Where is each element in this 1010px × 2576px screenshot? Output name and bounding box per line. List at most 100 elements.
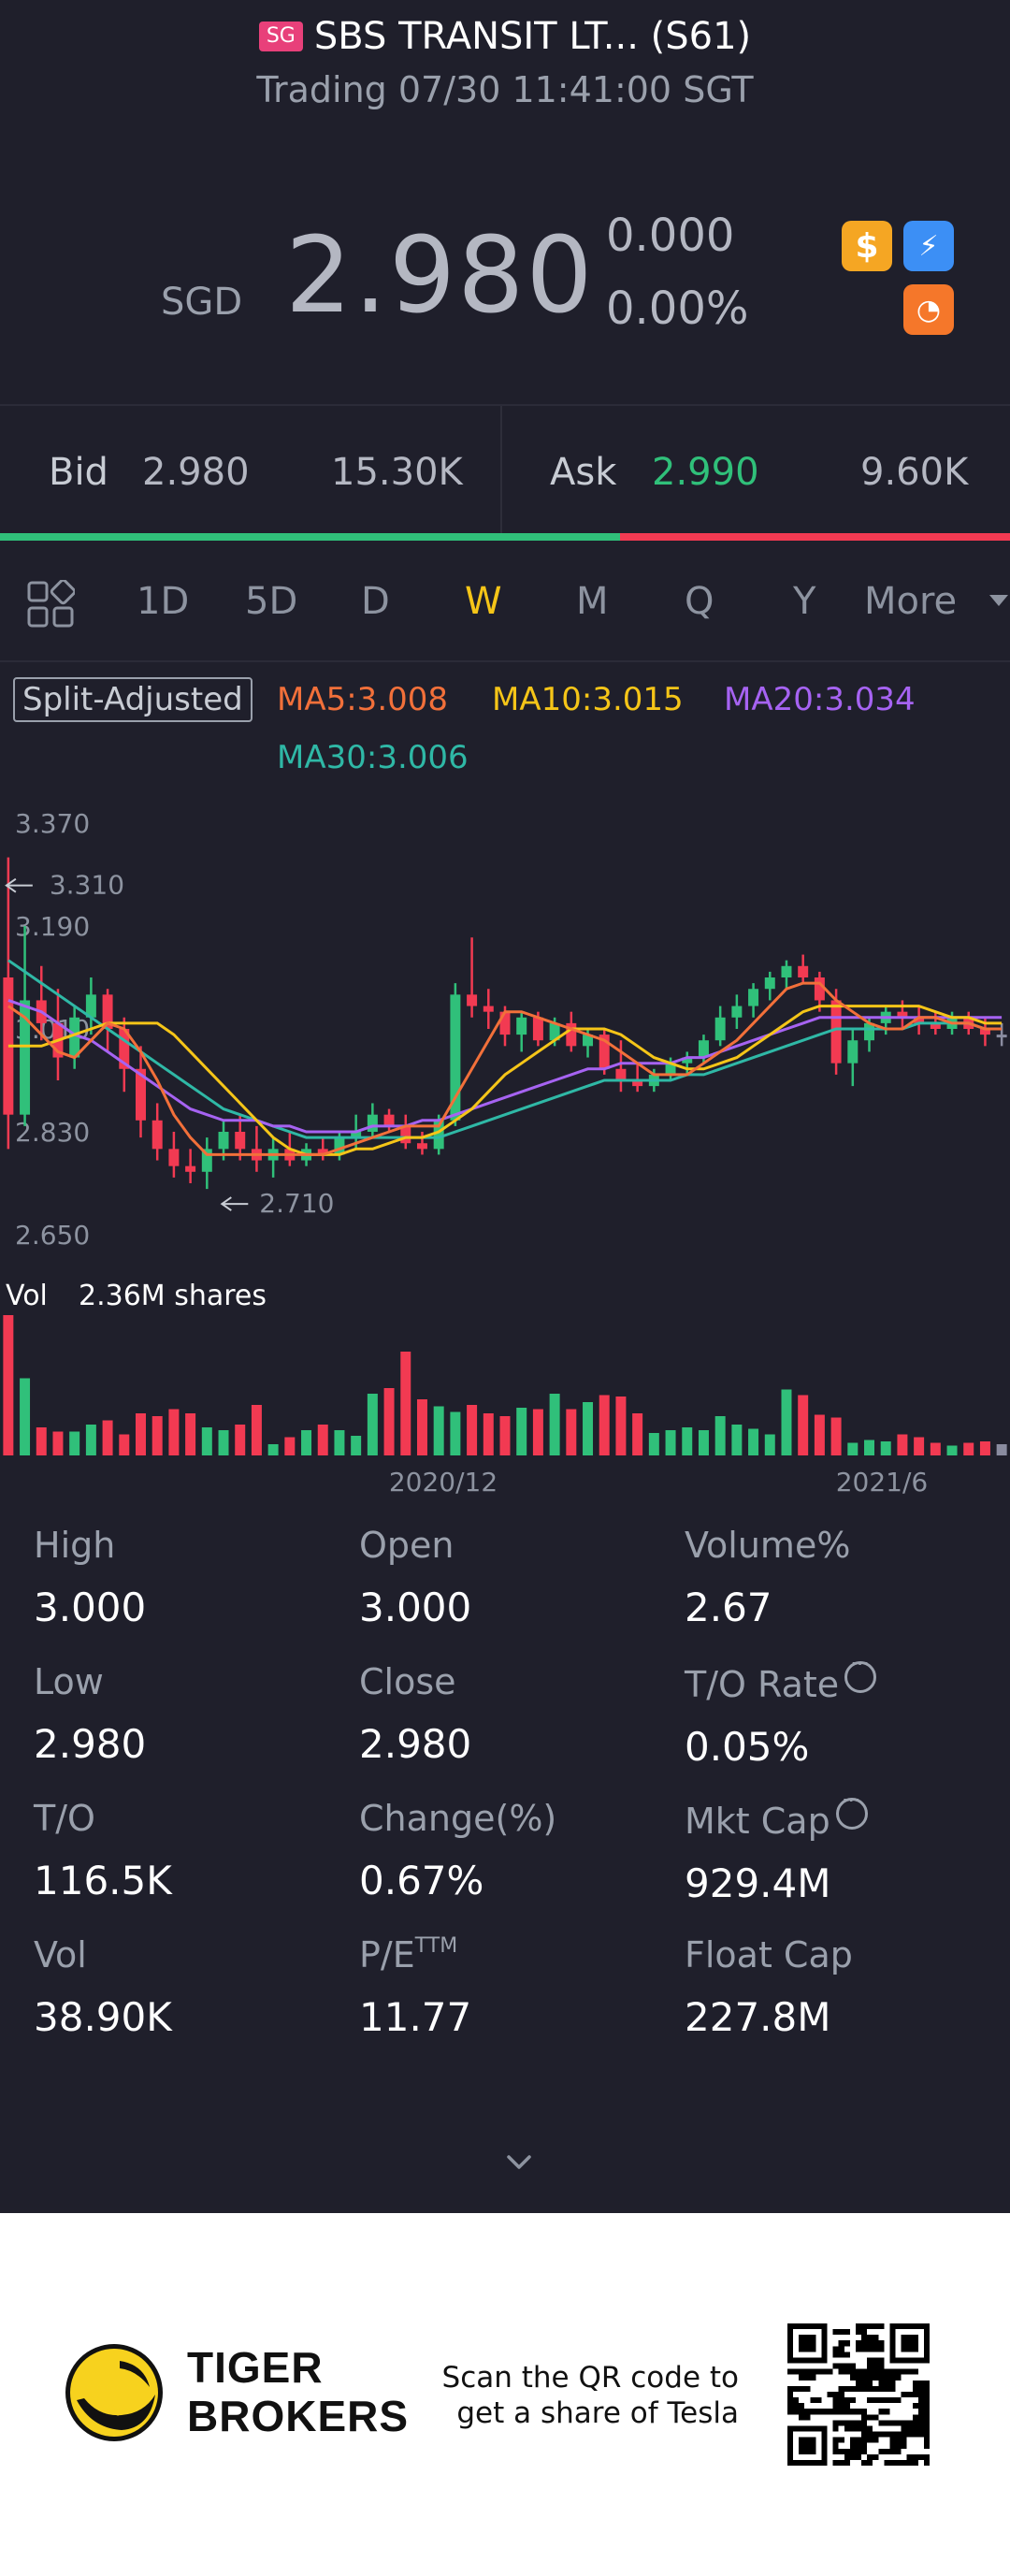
- info-icon[interactable]: [835, 1787, 868, 1830]
- candle-body: [483, 1006, 494, 1012]
- qr-module: [832, 2352, 839, 2358]
- tiger-brokers-logo: [65, 2344, 163, 2441]
- qr-module: [917, 2391, 924, 2398]
- expand-chevron-icon[interactable]: [505, 2148, 533, 2176]
- info-icon[interactable]: [844, 1651, 877, 1693]
- tab-w[interactable]: W: [465, 580, 502, 623]
- qr-module: [923, 2346, 930, 2352]
- stat-label: Mkt Cap: [685, 1787, 1003, 1842]
- qr-code[interactable]: [787, 2323, 930, 2466]
- stat-value: 38.90K: [34, 1994, 172, 2040]
- qr-module: [804, 2368, 811, 2375]
- qr-module: [855, 2329, 862, 2336]
- stock-name[interactable]: SBS TRANSIT LT... (S61): [313, 15, 752, 58]
- qr-module: [895, 2420, 902, 2426]
- tab-y[interactable]: Y: [793, 580, 816, 623]
- qr-module: [861, 2385, 868, 2392]
- flash-icon[interactable]: ⚡: [903, 221, 954, 271]
- qr-module: [810, 2374, 816, 2381]
- volume-bar: [632, 1413, 643, 1455]
- tab-m[interactable]: M: [576, 580, 609, 623]
- stat-label: T/O Rate: [685, 1651, 1003, 1705]
- tab-more[interactable]: More: [864, 580, 958, 623]
- qr-module: [799, 2368, 805, 2375]
- candle-body: [814, 977, 825, 1001]
- qr-module: [804, 2409, 811, 2415]
- qr-module: [821, 2352, 828, 2358]
- stat-value: 929.4M: [685, 1860, 831, 1906]
- volume-bar: [764, 1434, 775, 1455]
- high-marker-arrowhead: [5, 877, 17, 893]
- qr-module: [787, 2403, 794, 2410]
- volume-bar: [218, 1430, 229, 1455]
- ask-ratio-fill: [620, 533, 1010, 541]
- stat-change-percent: Change(%) 0.67%: [359, 1798, 677, 1903]
- qr-module: [844, 2403, 850, 2410]
- qr-module: [855, 2323, 862, 2330]
- volume-bar: [897, 1434, 908, 1455]
- grid-icon[interactable]: [26, 580, 75, 629]
- volume-bar: [979, 1441, 990, 1455]
- stat-label-text: P/E: [359, 1934, 415, 1975]
- qr-module: [787, 2368, 794, 2375]
- trading-status: Trading 07/30 11:41:00 SGT: [256, 69, 754, 110]
- qr-module: [895, 2357, 902, 2364]
- qr-module: [912, 2391, 918, 2398]
- qr-module: [821, 2323, 828, 2330]
- qr-module: [912, 2403, 918, 2410]
- qr-module: [901, 2431, 907, 2438]
- volume-bar: [914, 1437, 925, 1455]
- qr-module: [844, 2425, 850, 2432]
- qr-module: [821, 2425, 828, 2432]
- candle-body: [914, 1017, 925, 1023]
- chevron-down-icon[interactable]: [989, 595, 1008, 606]
- qr-module: [844, 2363, 850, 2369]
- tab-1d[interactable]: 1D: [137, 580, 190, 623]
- qr-module: [804, 2425, 811, 2432]
- qr-module: [838, 2352, 844, 2358]
- candle-body: [532, 1017, 543, 1041]
- qr-module: [844, 2420, 850, 2426]
- qr-module: [867, 2380, 873, 2386]
- qr-module: [810, 2448, 816, 2454]
- candle-body: [516, 1017, 527, 1035]
- bid-size: 15.30K: [331, 451, 463, 494]
- qr-module: [821, 2431, 828, 2438]
- dollar-icon[interactable]: $: [842, 221, 892, 271]
- qr-module: [917, 2453, 924, 2460]
- qr-module: [815, 2368, 822, 2375]
- candle-body: [682, 1057, 693, 1064]
- tab-d[interactable]: D: [361, 580, 390, 623]
- qr-module: [906, 2425, 913, 2432]
- qr-module: [873, 2335, 879, 2341]
- price-block: SGD 2.980 0.000 0.00% $ ⚡ ◔: [0, 187, 1010, 402]
- qr-module: [917, 2431, 924, 2438]
- qr-module: [849, 2420, 856, 2426]
- qr-module: [889, 2442, 896, 2449]
- qr-module: [861, 2448, 868, 2454]
- gauge-icon[interactable]: ◔: [903, 284, 954, 335]
- qr-module: [832, 2403, 839, 2410]
- qr-module: [793, 2323, 800, 2330]
- qr-module: [873, 2340, 879, 2347]
- volume-bar: [235, 1425, 246, 1455]
- volume-bar: [798, 1395, 809, 1455]
- qr-module: [867, 2374, 873, 2381]
- qr-module: [799, 2403, 805, 2410]
- qr-module: [815, 2357, 822, 2364]
- tab-q[interactable]: Q: [685, 580, 714, 623]
- stat-value: 2.67: [685, 1585, 772, 1630]
- volume-bar: [251, 1405, 262, 1455]
- tab-5d[interactable]: 5D: [245, 580, 298, 623]
- split-adjusted-toggle[interactable]: Split-Adjusted: [13, 677, 252, 722]
- price-change-percent: 0.00%: [606, 282, 749, 335]
- low-marker-arrowhead: [220, 1196, 232, 1211]
- qr-module: [804, 2448, 811, 2454]
- last-price: 2.980: [285, 215, 595, 337]
- qr-module: [923, 2352, 930, 2358]
- qr-module: [861, 2420, 868, 2426]
- candle-body: [979, 1029, 990, 1035]
- qr-module: [855, 2437, 862, 2443]
- candle-body: [467, 994, 478, 1006]
